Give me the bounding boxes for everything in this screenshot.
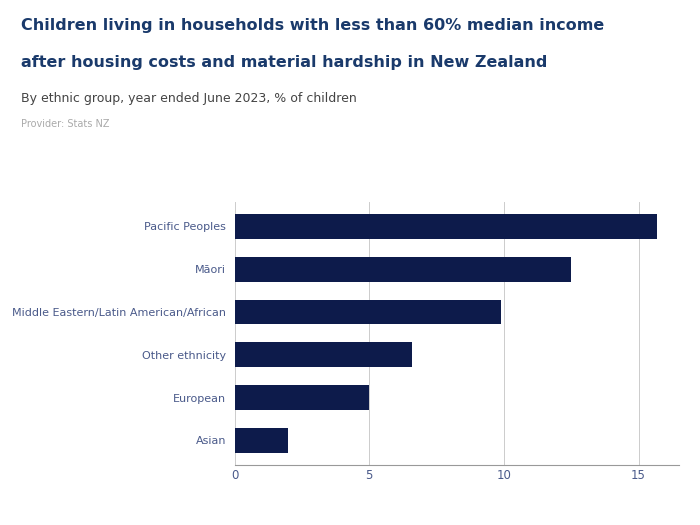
Text: after housing costs and material hardship in New Zealand: after housing costs and material hardshi… — [21, 55, 547, 70]
Bar — [234, 385, 369, 410]
Bar — [234, 257, 571, 281]
Text: By ethnic group, year ended June 2023, % of children: By ethnic group, year ended June 2023, %… — [21, 92, 357, 105]
Text: Provider: Stats NZ: Provider: Stats NZ — [21, 119, 109, 129]
Bar — [234, 342, 412, 367]
Bar — [234, 428, 288, 453]
Bar — [234, 300, 501, 324]
Text: Children living in households with less than 60% median income: Children living in households with less … — [21, 18, 604, 34]
Text: figure.nz: figure.nz — [584, 21, 658, 36]
Bar — [234, 214, 657, 239]
